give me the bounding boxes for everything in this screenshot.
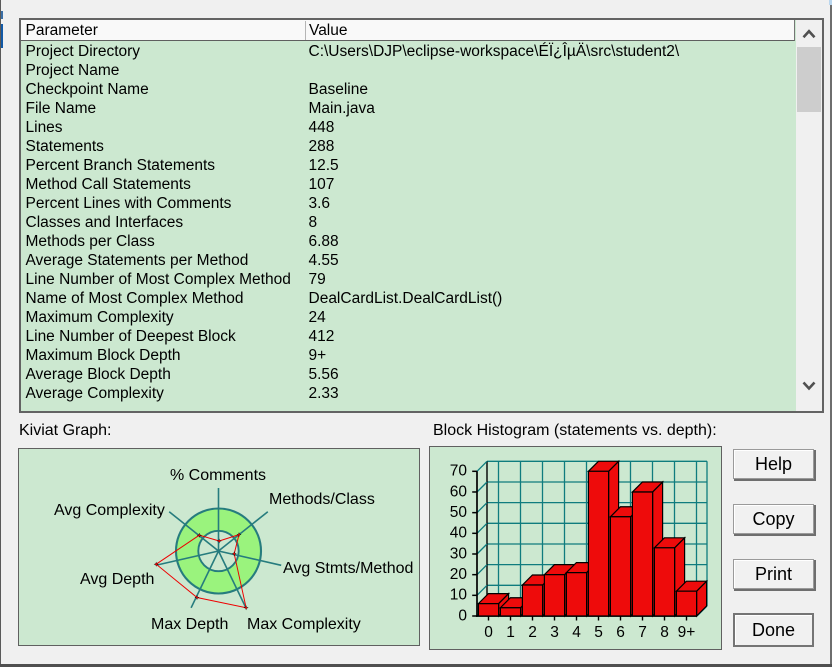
svg-text:1: 1 <box>506 624 515 641</box>
svg-text:10: 10 <box>450 587 468 604</box>
svg-text:40: 40 <box>450 525 468 542</box>
svg-text:2: 2 <box>528 624 537 641</box>
svg-text:5: 5 <box>594 624 603 641</box>
svg-text:0: 0 <box>484 624 493 641</box>
svg-text:7: 7 <box>638 624 647 641</box>
svg-text:20: 20 <box>450 566 468 583</box>
svg-text:3: 3 <box>550 624 559 641</box>
svg-text:30: 30 <box>450 545 468 562</box>
svg-text:8: 8 <box>660 624 669 641</box>
svg-text:6: 6 <box>616 624 625 641</box>
svg-text:0: 0 <box>458 607 467 624</box>
svg-text:60: 60 <box>450 483 468 500</box>
svg-text:9+: 9+ <box>678 624 696 641</box>
svg-text:50: 50 <box>450 504 468 521</box>
svg-text:4: 4 <box>572 624 581 641</box>
svg-text:70: 70 <box>450 463 468 480</box>
